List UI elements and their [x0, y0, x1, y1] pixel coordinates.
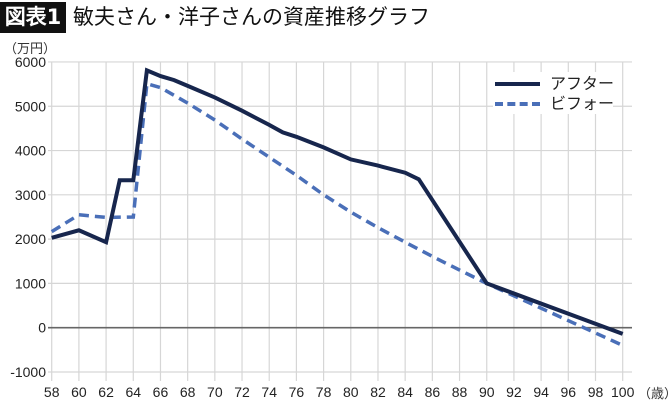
- x-tick-label: 98: [588, 384, 604, 400]
- x-axis-tick-labels: 58 60 62 64 66 68 70 72 74 76 78 80 82 84 86 88 90 92 94 96…: [44, 384, 635, 400]
- y-axis-tick-labels: -1000 0 1000 2000 3000 4000 5000 6000: [10, 54, 46, 380]
- x-tick-label: 96: [561, 384, 577, 400]
- x-tick-label: 100: [611, 384, 635, 400]
- x-tick-label: 74: [261, 384, 277, 400]
- x-tick-label: 78: [316, 384, 332, 400]
- legend-label-after: アフター: [550, 74, 615, 93]
- x-axis-unit-label: （歳）: [638, 387, 670, 402]
- chart-legend: アフター ビフォー: [493, 72, 615, 114]
- x-tick-label: 80: [343, 384, 359, 400]
- y-tick-label: 1000: [15, 275, 46, 291]
- y-tick-label: -1000: [10, 364, 46, 380]
- y-tick-label: 5000: [15, 98, 46, 114]
- x-tick-label: 70: [207, 384, 223, 400]
- x-tick-label: 58: [44, 384, 60, 400]
- y-tick-label: 2000: [15, 231, 46, 247]
- data-series: [50, 67, 624, 347]
- legend-label-before: ビフォー: [550, 94, 615, 113]
- legend-item-before: ビフォー: [495, 94, 615, 114]
- y-tick-label: 0: [38, 320, 46, 336]
- x-tick-label: 88: [452, 384, 468, 400]
- dashed-line-swatch-icon: [495, 102, 540, 106]
- x-tick-label: 76: [289, 384, 305, 400]
- x-tick-label: 72: [234, 384, 250, 400]
- y-tick-label: 4000: [15, 143, 46, 159]
- before-series-line: [50, 81, 624, 347]
- figure-number-badge: 図表1: [0, 2, 66, 33]
- x-tick-label: 82: [370, 384, 386, 400]
- x-tick-label: 66: [153, 384, 169, 400]
- x-tick-label: 84: [397, 384, 413, 400]
- x-tick-label: 60: [71, 384, 87, 400]
- legend-item-after: アフター: [495, 74, 615, 94]
- x-tick-label: 62: [98, 384, 114, 400]
- x-tick-label: 86: [425, 384, 441, 400]
- x-tick-label: 64: [125, 384, 141, 400]
- after-series-line: [51, 67, 624, 336]
- y-tick-label: 3000: [15, 187, 46, 203]
- x-tick-label: 90: [479, 384, 495, 400]
- y-tick-label: 6000: [15, 54, 46, 70]
- chart-title: 敏夫さん・洋子さんの資産推移グラフ: [73, 5, 430, 29]
- x-tick-label: 94: [533, 384, 549, 400]
- x-tick-label: 68: [180, 384, 196, 400]
- y-axis-unit-label: （万円）: [4, 42, 57, 57]
- x-tick-label: 92: [506, 384, 522, 400]
- solid-line-swatch-icon: [495, 82, 540, 86]
